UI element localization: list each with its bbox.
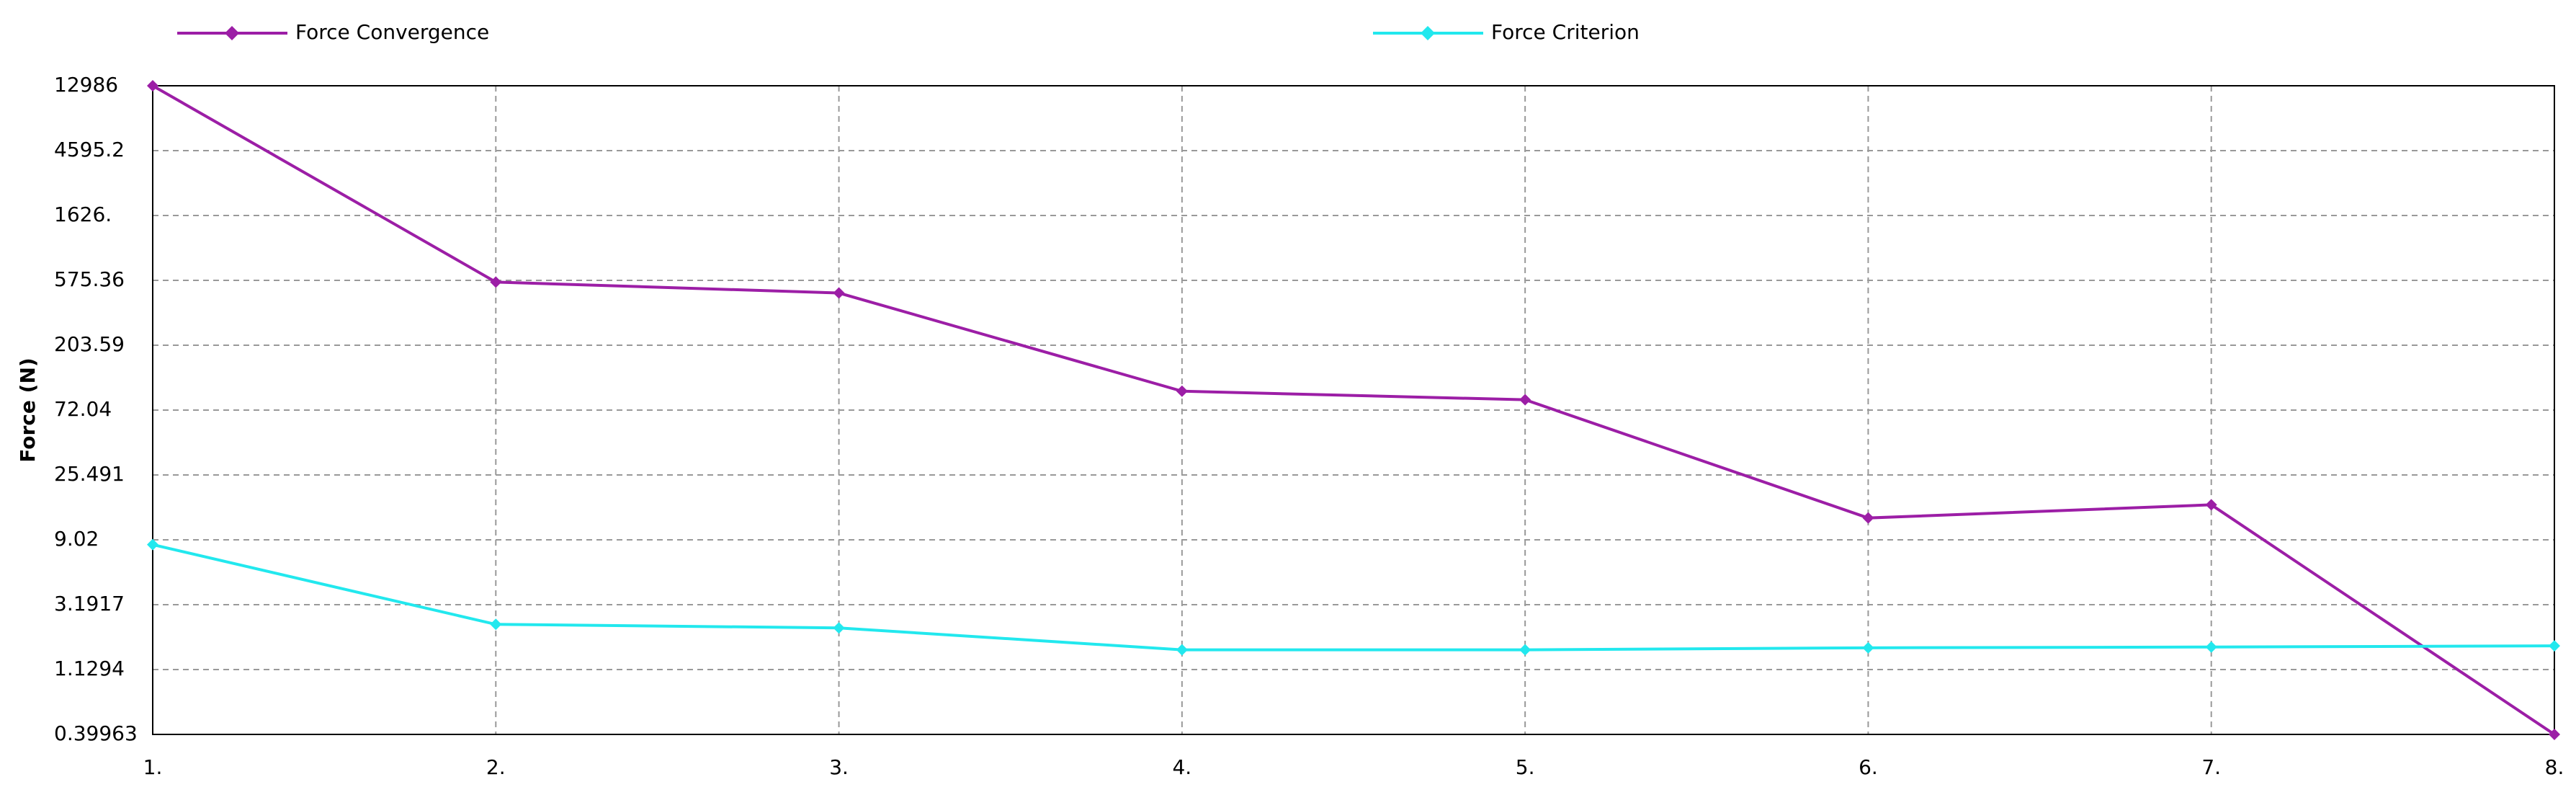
legend-marker	[225, 26, 239, 40]
data-point	[490, 618, 502, 631]
x-tick-label: 1.	[143, 755, 163, 779]
y-tick-label: 25.491	[54, 462, 125, 486]
y-axis-title: Force (N)	[16, 357, 40, 462]
x-tick-label: 4.	[1172, 755, 1191, 779]
y-tick-label: 575.36	[54, 267, 125, 291]
data-point	[1176, 385, 1188, 397]
data-point	[490, 276, 502, 288]
y-tick-label: 1626.	[54, 203, 112, 226]
y-tick-label: 72.04	[54, 397, 112, 421]
data-point	[833, 622, 845, 634]
data-point	[2549, 729, 2560, 740]
x-tick-label: 5.	[1516, 755, 1535, 779]
data-point	[147, 80, 158, 92]
series-line	[152, 84, 2556, 736]
x-tick-label: 3.	[829, 755, 849, 779]
legend-marker	[1421, 26, 1435, 40]
data-point	[1519, 644, 1531, 656]
data-point	[1862, 512, 1874, 524]
data-point	[2549, 640, 2560, 652]
y-tick-label: 12986	[54, 73, 118, 97]
y-tick-label: 4595.2	[54, 138, 125, 161]
y-tick-label: 203.59	[54, 332, 125, 356]
y-tick-label: 3.1917	[54, 592, 125, 615]
data-point	[1176, 644, 1188, 656]
x-tick-label: 8.	[2545, 755, 2564, 779]
series-line	[152, 543, 2555, 652]
data-point	[147, 538, 158, 551]
x-tick-label: 6.	[1859, 755, 1878, 779]
x-tick-label: 7.	[2201, 755, 2221, 779]
x-tick-label: 2.	[486, 755, 506, 779]
plot-frame	[152, 85, 2555, 735]
legend-label: Force Convergence	[295, 20, 489, 44]
data-point	[2205, 499, 2217, 511]
data-point	[1862, 641, 1874, 654]
y-tick-label: 9.02	[54, 527, 99, 551]
data-point	[833, 287, 845, 299]
data-point	[2205, 641, 2217, 653]
y-tick-label: 1.1294	[54, 657, 125, 680]
data-point	[1519, 394, 1531, 406]
legend-label: Force Criterion	[1491, 20, 1640, 44]
y-tick-label: 0.39963	[54, 721, 138, 745]
